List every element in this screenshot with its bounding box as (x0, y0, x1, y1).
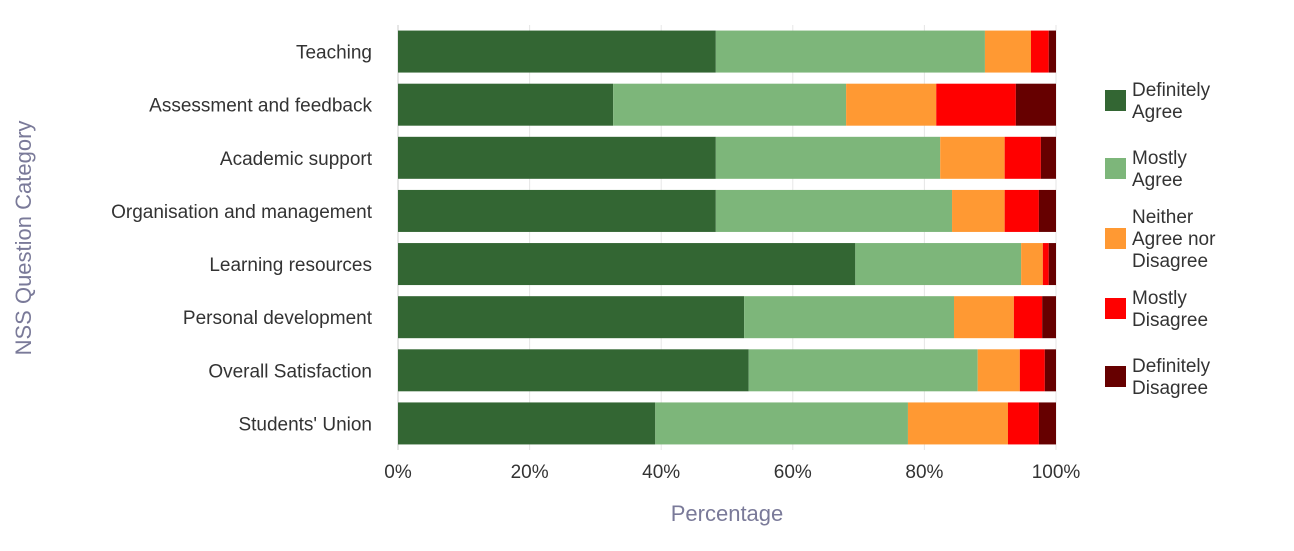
y-category-label: Overall Satisfaction (208, 361, 372, 382)
y-category-label: Students' Union (238, 414, 372, 435)
legend-label: Disagree (1132, 378, 1208, 399)
legend-label: Disagree (1132, 310, 1208, 331)
legend-label: Agree nor (1132, 229, 1216, 250)
legend-swatch (1105, 298, 1126, 319)
y-category-label: Academic support (220, 149, 373, 170)
bar-segment (855, 243, 1022, 286)
bar-segment (715, 189, 953, 232)
legend-label: Agree (1132, 102, 1183, 123)
bar-segment (940, 136, 1005, 179)
bar-segment (655, 402, 908, 445)
x-axis-title: Percentage (671, 501, 784, 526)
x-tick-label: 100% (1032, 462, 1081, 483)
bar-segment (1015, 83, 1056, 126)
bar-segment (748, 349, 978, 392)
legend-label: Mostly (1132, 148, 1187, 169)
bar-segment (952, 189, 1005, 232)
bar-segment (1019, 349, 1045, 392)
bar-segment (936, 83, 1016, 126)
x-tick-label: 80% (905, 462, 943, 483)
bar-segment (907, 402, 1008, 445)
x-tick-label: 40% (642, 462, 680, 483)
bar-segment (398, 296, 745, 339)
bar-segment (1021, 243, 1043, 286)
y-axis-title: NSS Question Category (11, 121, 36, 356)
bar-segment (1044, 349, 1056, 392)
legend-label: Definitely (1132, 356, 1211, 377)
x-tick-label: 20% (511, 462, 549, 483)
y-category-label: Assessment and feedback (149, 96, 372, 117)
bar-segment (1030, 30, 1049, 73)
x-tick-label: 0% (384, 462, 412, 483)
bar-segment (1040, 136, 1056, 179)
bar-segment (715, 136, 941, 179)
bar-segment (977, 349, 1020, 392)
bar-segment (984, 30, 1031, 73)
legend-label: Mostly (1132, 288, 1187, 309)
bar-segment (398, 243, 856, 286)
legend-swatch (1105, 228, 1126, 249)
legend-label: Agree (1132, 170, 1183, 191)
bar-segment (1048, 243, 1056, 286)
bar-segment (1013, 296, 1043, 339)
bar-segment (1042, 243, 1049, 286)
y-category-label: Organisation and management (111, 202, 373, 223)
bar-segment (846, 83, 937, 126)
bar-segment (613, 83, 847, 126)
bar-segment (954, 296, 1014, 339)
legend-label: Neither (1132, 207, 1194, 228)
bar-segment (1004, 189, 1039, 232)
bar-segment (1004, 136, 1041, 179)
bar-segment (398, 402, 656, 445)
legend-swatch (1105, 158, 1126, 179)
bar-segment (715, 30, 985, 73)
legend-swatch (1105, 366, 1126, 387)
bar-segment (1007, 402, 1039, 445)
x-tick-label: 60% (774, 462, 812, 483)
bar-segment (1048, 30, 1056, 73)
y-category-label: Personal development (183, 308, 373, 329)
bar-segment (398, 30, 716, 73)
legend-label: Definitely (1132, 80, 1211, 101)
bar-segment (1038, 402, 1056, 445)
bar-segment (1038, 189, 1056, 232)
legend-swatch (1105, 90, 1126, 111)
bar-segment (1042, 296, 1056, 339)
legend-label: Disagree (1132, 251, 1208, 272)
bar-segment (744, 296, 955, 339)
y-category-label: Learning resources (209, 255, 372, 276)
y-category-label: Teaching (296, 43, 372, 64)
bar-segment (398, 189, 716, 232)
bar-segment (398, 83, 614, 126)
bar-segment (398, 349, 749, 392)
bar-segment (398, 136, 716, 179)
